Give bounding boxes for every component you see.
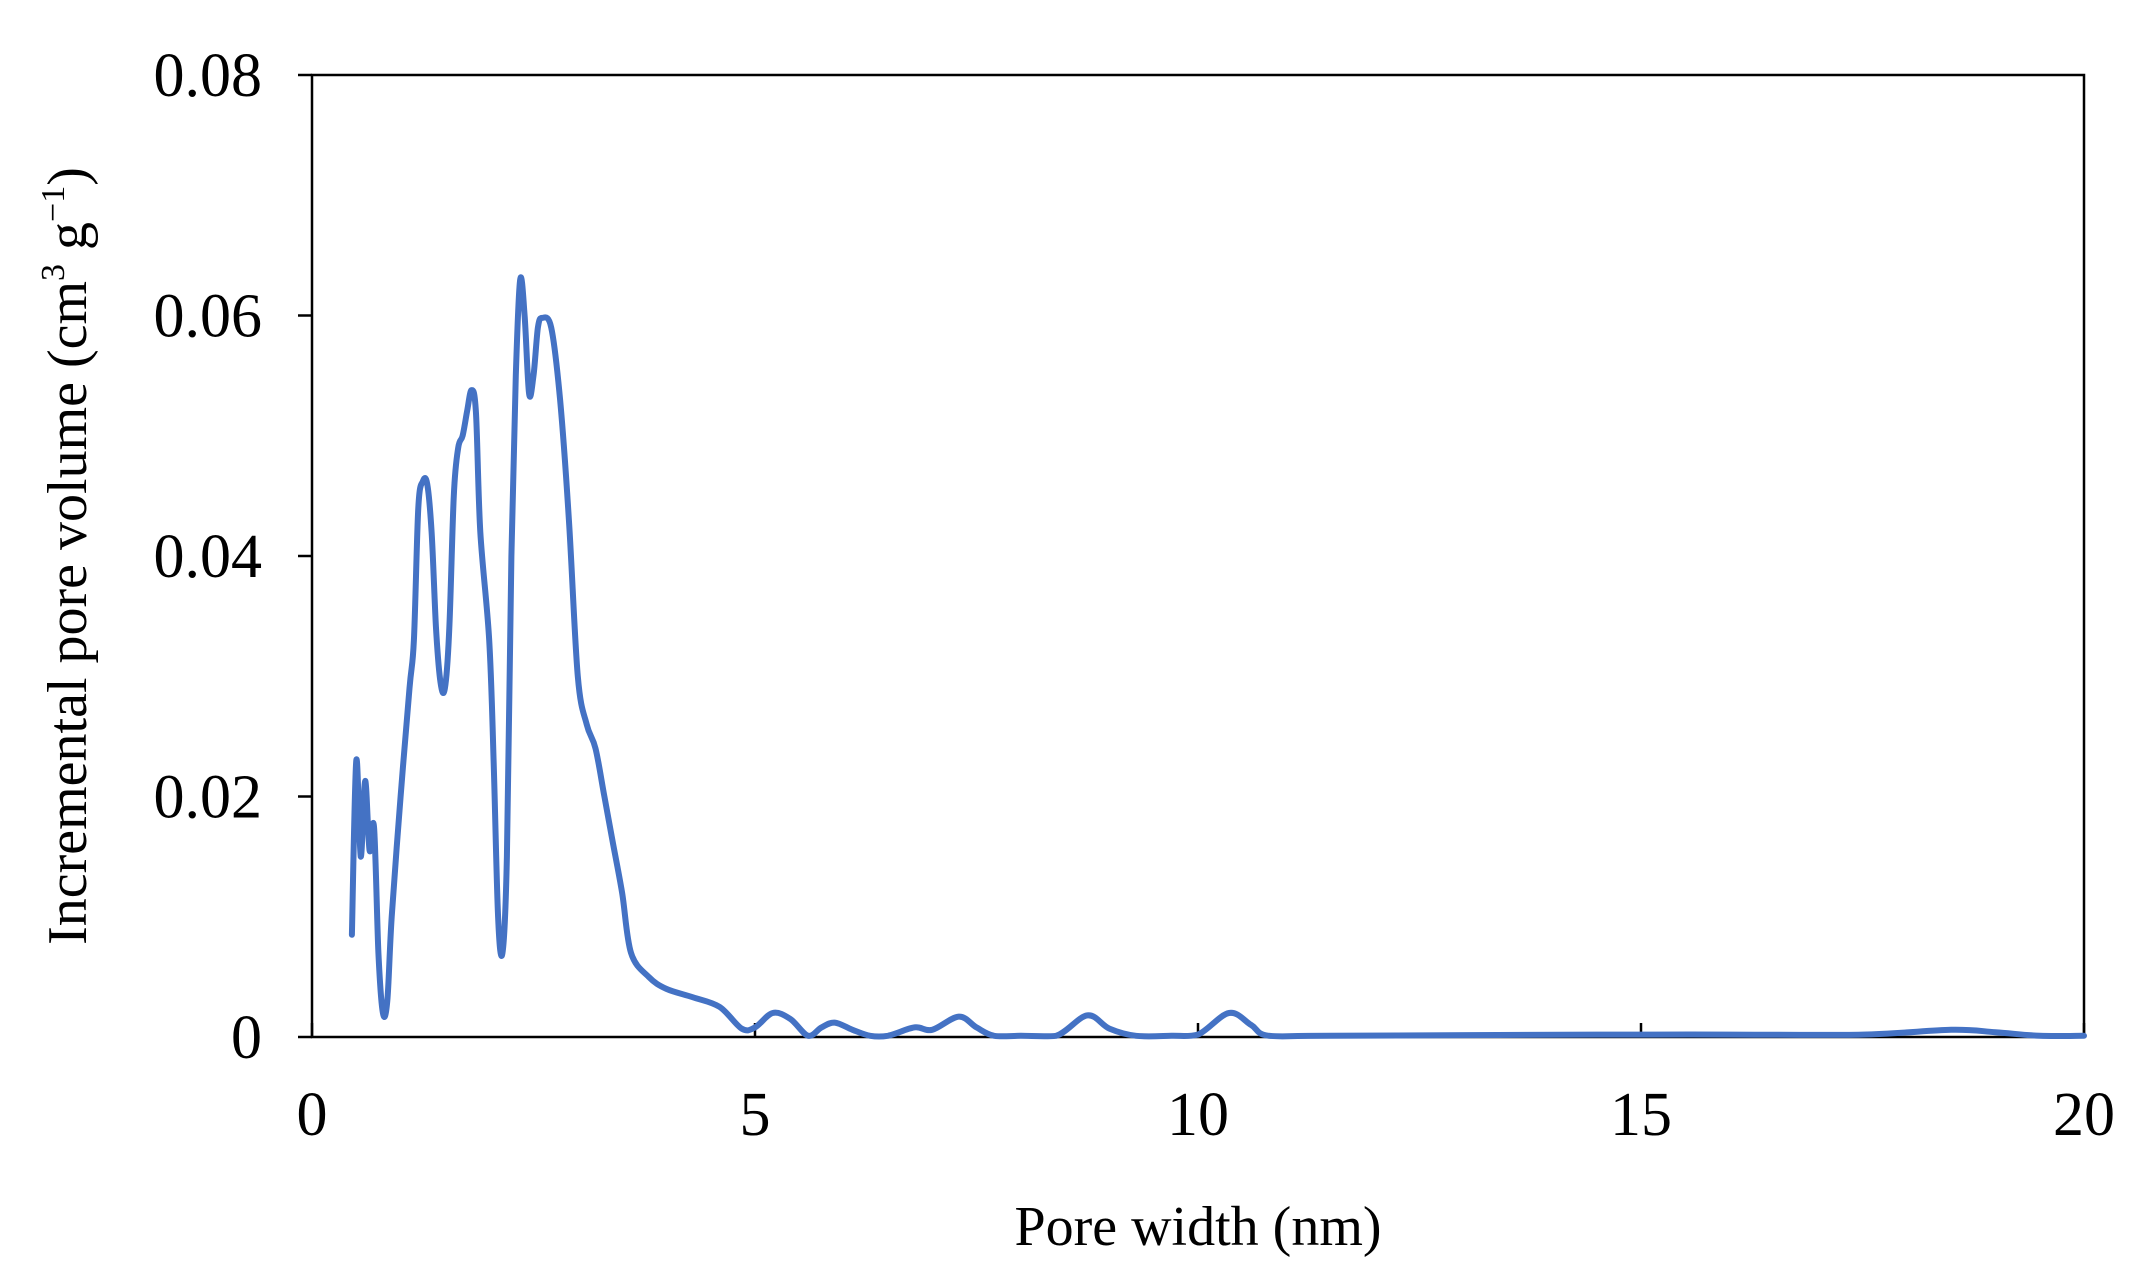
y-tick-label: 0.06 <box>154 283 263 351</box>
x-tick-label: 20 <box>2053 1081 2115 1149</box>
axis-ticks <box>298 73 2086 1039</box>
series-line <box>348 274 2087 1040</box>
x-tick-label: 10 <box>1167 1081 1229 1149</box>
x-tick-label: 0 <box>297 1081 328 1149</box>
y-axis-title-main: Incremental pore volume (cm <box>37 281 99 945</box>
y-axis-title-mid: g <box>37 222 99 264</box>
y-tick-label: 0.04 <box>154 523 263 591</box>
y-axis-title: Incremental pore volume (cm3 g−1) <box>35 167 99 945</box>
y-axis-title-sup1: 3 <box>35 264 72 281</box>
x-tick-label: 15 <box>1610 1081 1672 1149</box>
x-tick-label: 5 <box>740 1081 771 1149</box>
x-axis-title: Pore width (nm) <box>1014 1196 1381 1258</box>
axis-tick-labels: 0 5 10 15 20 0 0.02 0.04 0.06 0.08 <box>154 42 2116 1149</box>
plot-frame <box>310 73 2086 1039</box>
y-tick-label: 0 <box>231 1004 262 1072</box>
y-tick-label: 0.02 <box>154 764 263 832</box>
y-axis-title-sup2: −1 <box>35 186 72 222</box>
y-axis-title-end: ) <box>37 167 99 186</box>
y-tick-label: 0.08 <box>154 42 263 110</box>
